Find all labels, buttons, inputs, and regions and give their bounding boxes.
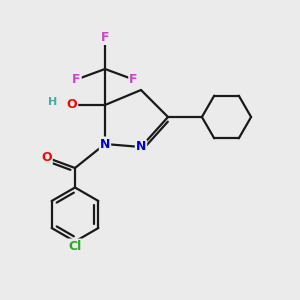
Text: N: N bbox=[136, 140, 146, 154]
Text: H: H bbox=[48, 97, 57, 107]
Text: Cl: Cl bbox=[68, 239, 82, 253]
Text: F: F bbox=[72, 73, 81, 86]
Text: N: N bbox=[100, 137, 110, 151]
Text: O: O bbox=[41, 151, 52, 164]
Text: F: F bbox=[101, 31, 109, 44]
Text: F: F bbox=[129, 73, 138, 86]
Text: O: O bbox=[67, 98, 77, 112]
